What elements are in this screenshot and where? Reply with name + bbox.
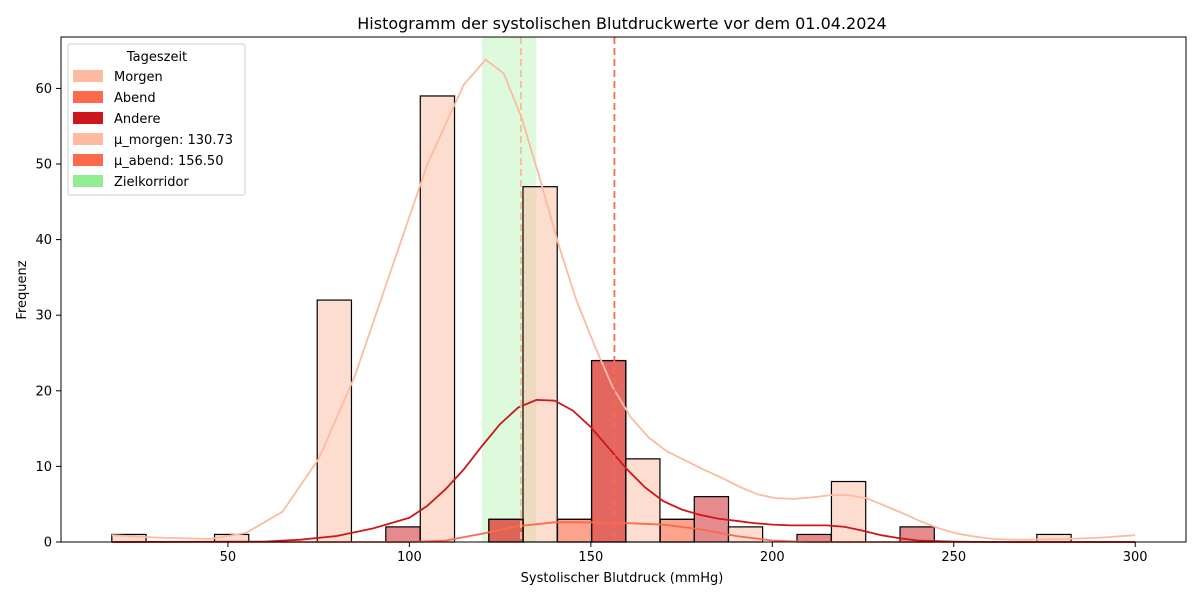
legend-entries: Morgen Abend Andere μ_morgen: 130.73 μ_abend… bbox=[73, 70, 233, 190]
x-tick-label: 50 bbox=[220, 550, 237, 565]
legend-label: μ_abend: 156.50 bbox=[114, 154, 223, 169]
legend-label: Morgen bbox=[114, 70, 163, 85]
x-axis-label: Systolischer Blutdruck (mmHg) bbox=[521, 571, 724, 586]
bar-abend bbox=[659, 518, 696, 543]
y-tick-label: 50 bbox=[35, 158, 52, 173]
x-tick-label: 150 bbox=[578, 550, 603, 565]
y-tick-label: 0 bbox=[44, 536, 52, 551]
bar-morgen bbox=[522, 186, 558, 543]
kde-curve-morgen bbox=[111, 58, 1136, 541]
legend-swatch bbox=[73, 133, 103, 145]
y-tick-label: 60 bbox=[35, 82, 52, 97]
legend-swatch bbox=[73, 112, 103, 124]
y-axis-label: Frequenz bbox=[15, 260, 30, 319]
legend-swatch bbox=[73, 70, 103, 82]
kde-curve-andere bbox=[111, 398, 1136, 543]
x-tick-label: 200 bbox=[760, 550, 785, 565]
bar-andere bbox=[385, 526, 421, 543]
legend-label: μ_morgen: 130.73 bbox=[114, 133, 233, 148]
x-tick-label: 100 bbox=[397, 550, 422, 565]
legend-swatch bbox=[73, 91, 103, 103]
bar-andere bbox=[590, 359, 627, 543]
y-tick-label: 40 bbox=[35, 233, 52, 248]
legend-swatch bbox=[73, 154, 103, 166]
legend-title: Tageszeit bbox=[126, 50, 187, 65]
bar-andere bbox=[693, 496, 730, 543]
plot-area bbox=[111, 37, 1136, 543]
legend-label: Abend bbox=[114, 91, 156, 106]
bar-morgen bbox=[830, 480, 867, 543]
x-tick-label: 250 bbox=[941, 550, 966, 565]
axes-frame bbox=[60, 36, 1187, 543]
bar-morgen bbox=[419, 95, 456, 543]
y-axis: 0 10 20 30 40 50 60 bbox=[35, 82, 61, 551]
legend-label: Andere bbox=[114, 112, 160, 127]
x-axis: 50 100 150 200 250 300 bbox=[220, 542, 1148, 565]
legend-swatch bbox=[73, 175, 103, 187]
bar-morgen bbox=[727, 526, 764, 543]
y-tick-label: 20 bbox=[35, 384, 52, 399]
legend-frame bbox=[67, 43, 246, 196]
legend-label: Zielkorridor bbox=[114, 175, 189, 190]
x-tick-label: 300 bbox=[1123, 550, 1148, 565]
bar-morgen bbox=[625, 458, 661, 543]
legend: Tageszeit Morgen Abend Andere μ_morgen: 130… bbox=[67, 43, 246, 196]
chart-title: Histogramm der systolischen Blutdruckwer… bbox=[357, 14, 886, 33]
kde-curve-abend bbox=[111, 521, 1136, 543]
y-tick-label: 30 bbox=[35, 309, 52, 324]
y-tick-label: 10 bbox=[35, 460, 52, 475]
